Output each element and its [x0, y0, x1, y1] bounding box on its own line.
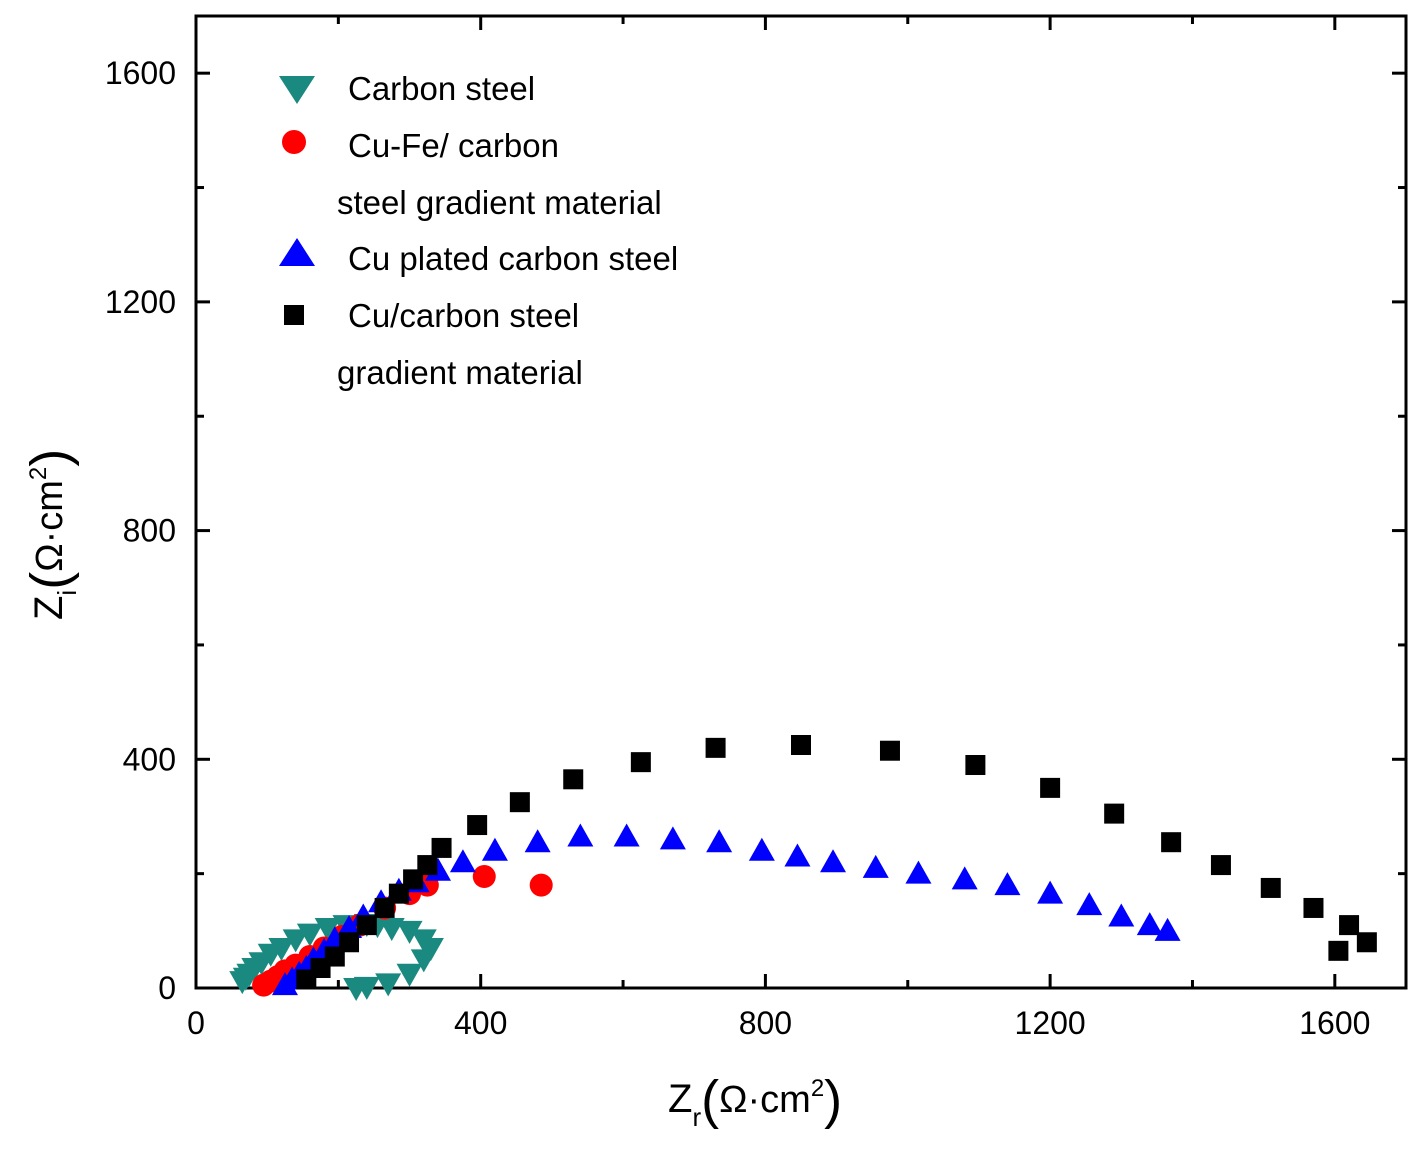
legend-marker-carbon-steel	[279, 76, 315, 104]
data-point	[905, 860, 932, 884]
data-point	[706, 829, 733, 853]
y-tick-label: 0	[158, 970, 176, 1006]
data-point	[1037, 880, 1064, 904]
series-3	[296, 735, 1377, 990]
data-point	[524, 829, 551, 853]
data-point	[705, 737, 726, 758]
legend-label-cu-carbon-line1: Cu/carbon steel	[348, 297, 579, 334]
legend-label-cu-plated: Cu plated carbon steel	[348, 240, 678, 277]
data-point	[1104, 803, 1125, 824]
y-tick-label: 400	[123, 741, 176, 777]
data-point	[879, 740, 900, 761]
data-point	[1356, 932, 1377, 953]
data-point	[396, 920, 423, 944]
axis-ticks: 0 400 800 1200 1600 0 400 800 1200 1600	[105, 16, 1406, 1041]
data-point	[509, 792, 530, 813]
data-point	[410, 949, 437, 973]
legend: Carbon steel Cu-Fe/ carbon steel gradien…	[279, 70, 678, 391]
y-axis-title-unit: Ω·cm	[29, 480, 71, 572]
x-axis-title-close: )	[824, 1070, 842, 1130]
y-axis-title-sub: i	[52, 590, 82, 596]
legend-label-cu-carbon-line2: gradient material	[337, 354, 583, 391]
data-point	[1040, 777, 1061, 798]
data-point	[965, 755, 986, 776]
legend-marker-cu-carbon	[284, 305, 304, 325]
data-point	[630, 752, 651, 773]
plot-frame	[194, 14, 1408, 990]
data-point	[336, 914, 363, 938]
x-axis-title-unit: Ω·cm	[719, 1079, 811, 1121]
x-tick-label: 0	[187, 1005, 205, 1041]
data-point	[356, 915, 377, 936]
x-axis-title-sup: 2	[811, 1075, 824, 1102]
data-point	[1210, 855, 1231, 876]
data-point	[339, 932, 360, 953]
data-point	[613, 823, 640, 847]
data-point	[1339, 915, 1360, 936]
data-point	[748, 837, 775, 861]
data-point	[862, 854, 889, 878]
x-tick-label: 800	[739, 1005, 792, 1041]
data-point	[784, 843, 811, 867]
data-point	[449, 849, 476, 873]
data-point	[1108, 903, 1135, 927]
data-point	[375, 973, 402, 997]
legend-label-carbon-steel: Carbon steel	[348, 70, 535, 107]
y-tick-label: 1200	[105, 284, 176, 320]
y-tick-label: 800	[123, 513, 176, 549]
data-point	[417, 855, 438, 876]
y-axis-title: Zi(Ω·cm2)	[20, 449, 82, 620]
data-point	[529, 873, 553, 897]
data-point	[467, 815, 488, 836]
data-point	[296, 923, 323, 947]
x-axis-title: Zr(Ω·cm2)	[668, 1070, 842, 1132]
legend-marker-cu-fe	[282, 130, 306, 154]
data-marks	[229, 735, 1377, 1001]
data-point	[567, 823, 594, 847]
data-point	[1154, 917, 1181, 941]
data-point	[1076, 892, 1103, 916]
data-point	[314, 917, 341, 941]
legend-label-cu-fe-line2: steel gradient material	[337, 184, 662, 221]
data-point	[472, 865, 496, 889]
x-tick-label: 1600	[1299, 1005, 1370, 1041]
data-point	[268, 937, 295, 961]
series-0	[229, 913, 444, 1001]
data-point	[1260, 877, 1281, 898]
data-point	[481, 837, 508, 861]
legend-marker-cu-plated	[279, 238, 315, 266]
data-point	[1303, 897, 1324, 918]
data-point	[1136, 912, 1163, 936]
x-tick-label: 1200	[1015, 1005, 1086, 1041]
data-point	[396, 963, 423, 987]
x-axis-title-open: (	[701, 1070, 719, 1130]
data-point	[1161, 832, 1182, 853]
y-axis-title-sup: 2	[25, 467, 52, 480]
x-tick-label: 400	[454, 1005, 507, 1041]
data-point	[563, 769, 584, 790]
data-point	[343, 978, 370, 1001]
x-axis-title-sub: r	[692, 1102, 701, 1132]
data-point	[951, 866, 978, 890]
y-axis-title-main: Z	[27, 596, 71, 620]
data-point	[994, 872, 1021, 896]
data-point	[1328, 940, 1349, 961]
y-axis-title-close: )	[20, 449, 80, 467]
y-tick-label: 1600	[105, 55, 176, 91]
data-point	[431, 837, 452, 858]
data-point	[791, 735, 811, 755]
data-point	[659, 826, 686, 850]
legend-label-cu-fe-line1: Cu-Fe/ carbon	[348, 127, 559, 164]
y-axis-title-open: (	[20, 572, 80, 590]
data-point	[282, 929, 309, 953]
x-axis-title-main: Z	[668, 1077, 692, 1121]
data-point	[820, 849, 847, 873]
